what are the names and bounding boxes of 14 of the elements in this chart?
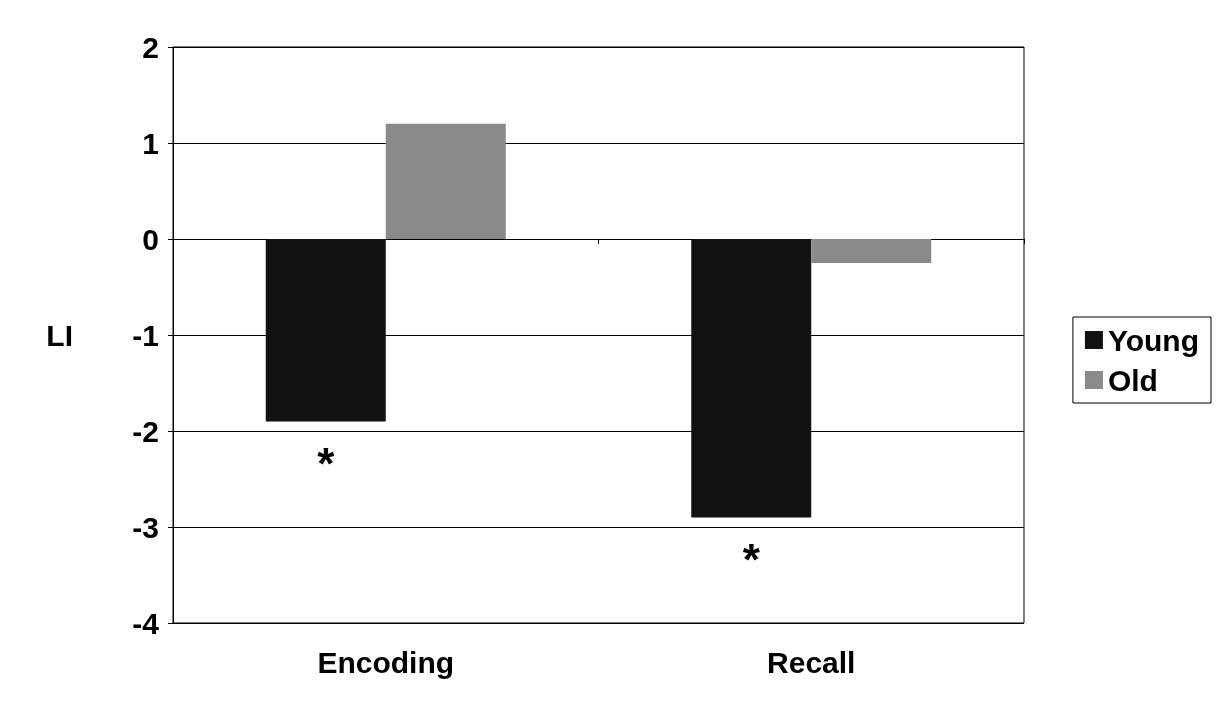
y-tick-label: -4: [132, 606, 160, 640]
x-tick-label: Recall: [767, 645, 856, 679]
legend-label: Young: [1107, 323, 1200, 357]
y-axis-title: LI: [46, 318, 73, 352]
y-tick-label: 1: [142, 126, 159, 160]
y-tick-label: 2: [142, 30, 159, 64]
legend-label: Old: [1107, 363, 1158, 397]
y-tick-label: -1: [132, 318, 159, 352]
annotation: *: [742, 534, 761, 584]
annotation: *: [317, 438, 336, 488]
y-tick-label: -3: [132, 510, 159, 544]
y-tick-label: 0: [142, 222, 159, 256]
y-tick-label: -2: [132, 414, 159, 448]
x-tick-label: Encoding: [317, 645, 455, 679]
